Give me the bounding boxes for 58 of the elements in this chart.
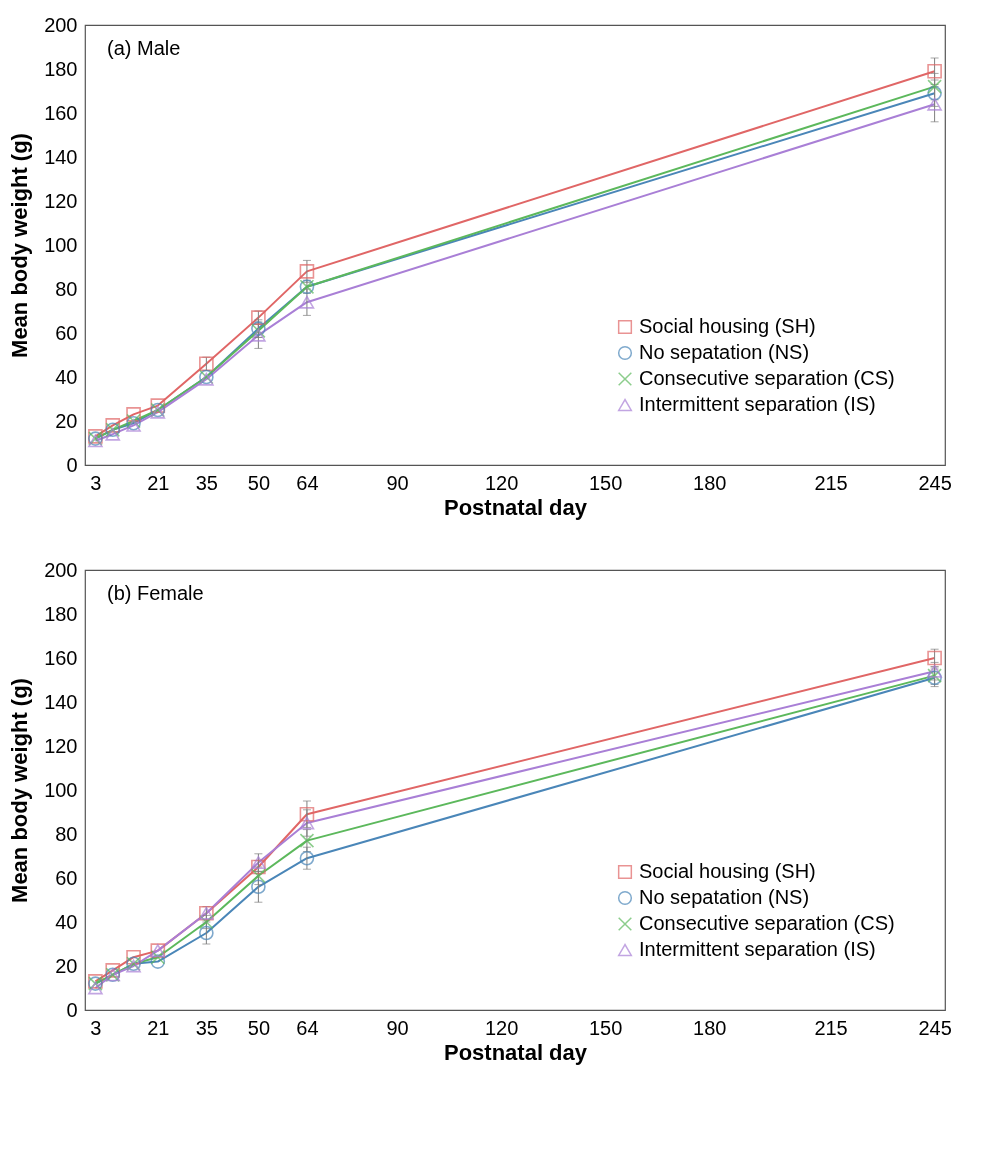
x-tick-label: 180	[693, 1016, 727, 1039]
x-axis-title: Postnatal day	[443, 494, 588, 520]
y-tick-label: 40	[55, 365, 78, 388]
annotation: (b) Female	[107, 582, 204, 604]
y-tick-label: 100	[44, 778, 78, 801]
x-tick-label: 90	[386, 1016, 409, 1039]
legend-label: Consecutive separation (CS)	[639, 367, 895, 389]
y-tick-label: 140	[44, 690, 78, 713]
annotation: (a) Male	[107, 37, 181, 59]
y-tick-label: 80	[55, 822, 78, 845]
legend-label: Social housing (SH)	[639, 860, 816, 882]
x-tick-label: 150	[588, 471, 623, 494]
x-tick-label: 245	[918, 1016, 952, 1039]
y-tick-label: 120	[44, 189, 78, 212]
x-tick-label: 64	[296, 1016, 319, 1039]
legend-label: No sepatation (NS)	[639, 886, 810, 908]
y-tick-label: 100	[44, 233, 78, 256]
x-tick-label: 90	[386, 471, 409, 494]
x-tick-label: 35	[195, 471, 218, 494]
legend-label: No sepatation (NS)	[639, 341, 810, 363]
x-tick-label: 50	[247, 471, 271, 494]
x-tick-label: 50	[247, 1016, 271, 1039]
x-tick-label: 64	[296, 471, 319, 494]
y-axis-title: Mean body weight (g)	[7, 678, 33, 903]
legend-label: Consecutive separation (CS)	[639, 912, 895, 934]
y-tick-label: 40	[55, 910, 78, 933]
legend-label: Intermittent separation (IS)	[639, 938, 876, 960]
x-tick-label: 215	[814, 1016, 848, 1039]
x-tick-label: 215	[814, 471, 848, 494]
x-tick-label: 245	[918, 471, 952, 494]
y-tick-label: 0	[66, 998, 78, 1021]
y-tick-label: 60	[55, 866, 78, 889]
x-tick-label: 21	[147, 471, 170, 494]
x-tick-label: 180	[693, 471, 727, 494]
y-tick-label: 180	[44, 57, 78, 80]
y-axis-title: Mean body weight (g)	[7, 133, 33, 358]
y-tick-label: 80	[55, 277, 78, 300]
y-tick-label: 120	[44, 734, 78, 757]
x-tick-label: 3	[90, 1016, 102, 1039]
y-tick-label: 180	[44, 602, 78, 625]
y-tick-label: 160	[44, 101, 78, 124]
legend-label: Intermittent separation (IS)	[639, 393, 876, 415]
x-tick-label: 150	[588, 1016, 623, 1039]
legend-label: Social housing (SH)	[639, 315, 816, 337]
x-tick-label: 35	[195, 1016, 218, 1039]
x-tick-label: 21	[147, 1016, 170, 1039]
y-tick-label: 60	[55, 321, 78, 344]
y-tick-label: 200	[44, 13, 78, 36]
y-tick-label: 140	[44, 145, 78, 168]
x-tick-label: 120	[484, 1016, 519, 1039]
y-tick-label: 200	[44, 558, 78, 581]
y-tick-label: 160	[44, 646, 78, 669]
y-tick-label: 20	[55, 409, 78, 432]
y-tick-label: 0	[66, 453, 78, 476]
y-tick-label: 20	[55, 954, 78, 977]
x-axis-title: Postnatal day	[443, 1039, 588, 1065]
x-tick-label: 120	[484, 471, 519, 494]
x-tick-label: 3	[90, 471, 102, 494]
